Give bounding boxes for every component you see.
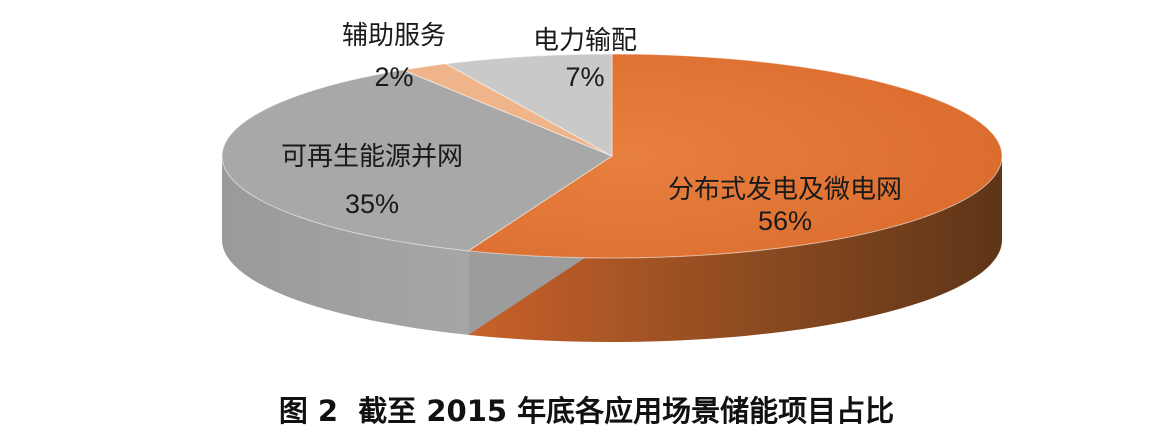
slice-label-0: 分布式发电及微电网: [668, 175, 902, 205]
slice-label-1: 可再生能源并网: [281, 142, 463, 172]
slice-percent-1: 35%: [345, 189, 399, 219]
pie-slice-0: [466, 53, 1003, 259]
slice-percent-3: 7%: [565, 62, 604, 92]
slice-percent-2: 2%: [374, 62, 413, 92]
pie-slice-1: [221, 69, 614, 252]
figure-caption: 图 2 截至 2015 年底各应用场景储能项目占比: [278, 394, 895, 428]
pie-side-1: [222, 156, 469, 335]
pie-side-0: [468, 156, 1003, 342]
pie-slice-3: [444, 53, 613, 157]
slice-label-2: 辅助服务: [342, 21, 446, 51]
slice-percent-0: 56%: [758, 206, 812, 236]
slice-label-3: 电力输配: [533, 26, 637, 56]
